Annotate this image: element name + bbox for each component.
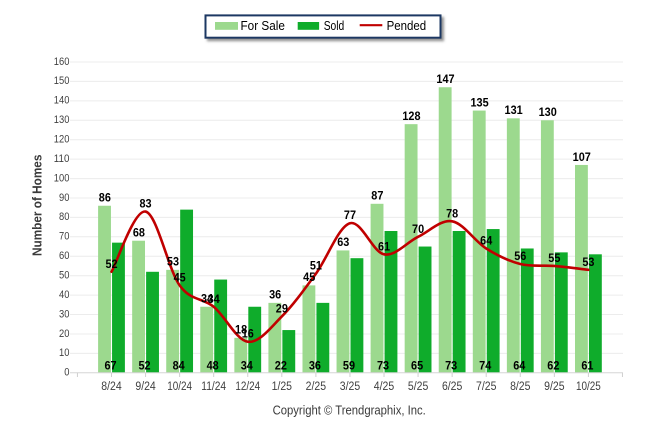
svg-text:86: 86 — [99, 193, 111, 205]
svg-text:73: 73 — [445, 360, 457, 372]
svg-text:10/25: 10/25 — [576, 379, 601, 393]
svg-text:73: 73 — [377, 360, 389, 372]
svg-text:7/25: 7/25 — [476, 379, 497, 393]
svg-text:45: 45 — [303, 272, 316, 284]
svg-text:Sold: Sold — [324, 18, 345, 33]
svg-text:120: 120 — [54, 134, 70, 146]
svg-text:84: 84 — [173, 360, 186, 372]
svg-text:5/25: 5/25 — [408, 379, 429, 393]
svg-text:16: 16 — [242, 329, 254, 341]
svg-text:55: 55 — [548, 253, 561, 265]
svg-text:36: 36 — [309, 360, 321, 372]
svg-text:78: 78 — [446, 208, 459, 220]
svg-text:12/24: 12/24 — [235, 379, 260, 393]
svg-text:9/24: 9/24 — [135, 379, 156, 393]
svg-text:64: 64 — [480, 235, 493, 247]
svg-text:20: 20 — [59, 328, 69, 340]
svg-text:61: 61 — [581, 360, 594, 372]
svg-text:Pended: Pended — [387, 18, 427, 33]
svg-text:87: 87 — [371, 191, 383, 203]
svg-text:140: 140 — [54, 95, 70, 107]
svg-text:6/25: 6/25 — [442, 379, 463, 393]
svg-text:70: 70 — [59, 231, 69, 243]
svg-text:110: 110 — [54, 153, 70, 165]
svg-text:150: 150 — [54, 75, 70, 87]
svg-text:Number of Homes: Number of Homes — [30, 155, 45, 256]
svg-text:30: 30 — [59, 308, 69, 320]
svg-text:107: 107 — [573, 152, 591, 164]
svg-text:0: 0 — [64, 367, 69, 379]
svg-text:4/25: 4/25 — [374, 379, 395, 393]
svg-text:68: 68 — [133, 228, 146, 240]
svg-text:10/24: 10/24 — [167, 379, 192, 393]
svg-text:34: 34 — [208, 294, 221, 306]
svg-text:53: 53 — [582, 257, 594, 269]
svg-text:64: 64 — [513, 360, 526, 372]
svg-text:52: 52 — [139, 360, 151, 372]
svg-text:45: 45 — [174, 272, 187, 284]
svg-text:52: 52 — [105, 259, 117, 271]
svg-text:130: 130 — [539, 107, 557, 119]
svg-text:60: 60 — [59, 250, 69, 262]
svg-text:29: 29 — [276, 303, 288, 315]
svg-text:63: 63 — [337, 237, 349, 249]
svg-text:59: 59 — [343, 360, 355, 372]
svg-text:160: 160 — [54, 56, 70, 68]
svg-text:1/25: 1/25 — [272, 379, 293, 393]
svg-text:131: 131 — [505, 105, 524, 117]
svg-text:53: 53 — [167, 257, 179, 269]
svg-text:70: 70 — [412, 224, 424, 236]
svg-text:50: 50 — [59, 269, 69, 281]
svg-text:51: 51 — [310, 261, 323, 273]
svg-text:Copyright © Trendgraphix, Inc.: Copyright © Trendgraphix, Inc. — [273, 403, 426, 418]
svg-text:2/25: 2/25 — [306, 379, 327, 393]
svg-text:90: 90 — [59, 192, 69, 204]
svg-text:18: 18 — [235, 325, 248, 337]
svg-text:40: 40 — [59, 289, 69, 301]
svg-text:22: 22 — [275, 360, 287, 372]
svg-text:For Sale: For Sale — [241, 18, 285, 33]
svg-text:128: 128 — [402, 111, 421, 123]
svg-text:11/24: 11/24 — [201, 379, 226, 393]
svg-text:135: 135 — [470, 97, 489, 109]
svg-text:62: 62 — [547, 360, 559, 372]
svg-text:83: 83 — [140, 199, 152, 211]
svg-text:9/25: 9/25 — [544, 379, 565, 393]
svg-text:100: 100 — [54, 172, 70, 184]
svg-text:8/25: 8/25 — [510, 379, 531, 393]
svg-text:67: 67 — [104, 360, 116, 372]
svg-text:61: 61 — [378, 241, 391, 253]
svg-text:65: 65 — [411, 360, 424, 372]
svg-text:10: 10 — [59, 347, 69, 359]
svg-text:74: 74 — [479, 360, 492, 372]
svg-text:147: 147 — [436, 74, 454, 86]
svg-text:56: 56 — [514, 251, 526, 263]
svg-text:130: 130 — [54, 114, 70, 126]
svg-text:3/25: 3/25 — [340, 379, 361, 393]
svg-text:34: 34 — [241, 360, 254, 372]
svg-text:80: 80 — [59, 211, 69, 223]
svg-text:34: 34 — [201, 294, 214, 306]
svg-text:8/24: 8/24 — [101, 379, 122, 393]
svg-text:36: 36 — [269, 290, 281, 302]
svg-text:77: 77 — [344, 210, 356, 222]
svg-text:48: 48 — [207, 360, 220, 372]
